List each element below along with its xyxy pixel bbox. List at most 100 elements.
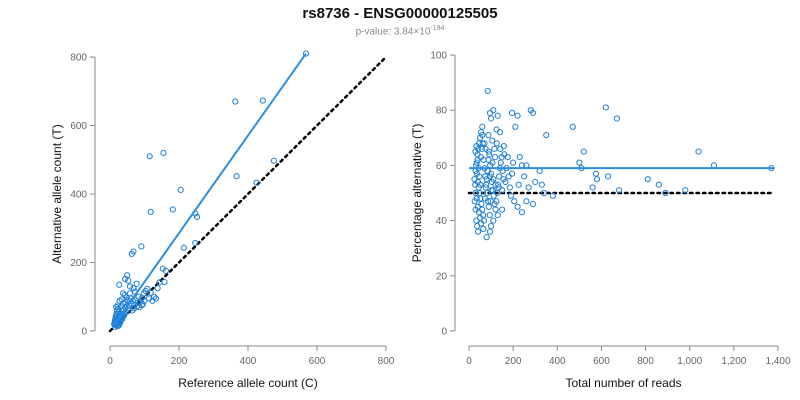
data-point xyxy=(473,159,480,166)
data-point xyxy=(472,148,479,155)
data-point xyxy=(473,217,480,224)
y-tick-label: 80 xyxy=(436,106,448,117)
y-tick-label: 60 xyxy=(436,161,448,172)
p-value-text: p-value: 3.84×10 xyxy=(355,26,431,38)
data-point xyxy=(154,285,161,292)
data-point xyxy=(506,184,513,191)
data-point xyxy=(233,173,240,180)
data-point xyxy=(474,223,481,230)
data-point xyxy=(253,179,260,186)
data-point xyxy=(259,97,266,104)
data-point xyxy=(486,211,493,219)
data-point xyxy=(161,278,168,286)
x-tick-label: 1,200 xyxy=(721,356,746,367)
data-point xyxy=(490,192,497,199)
data-point xyxy=(485,148,492,155)
data-point xyxy=(500,176,507,183)
data-point xyxy=(138,243,145,250)
data-point xyxy=(480,156,487,163)
data-point xyxy=(478,200,485,208)
data-point xyxy=(472,189,479,197)
data-point xyxy=(159,265,166,272)
data-point xyxy=(169,206,176,213)
data-point xyxy=(543,131,550,139)
x-tick-label: 800 xyxy=(637,356,654,367)
data-point xyxy=(486,228,494,235)
data-point xyxy=(483,181,490,188)
data-point xyxy=(125,277,132,284)
data-point xyxy=(615,187,623,194)
data-point xyxy=(514,203,521,210)
data-point xyxy=(162,267,169,274)
data-point xyxy=(499,206,506,213)
data-point xyxy=(128,250,135,258)
data-point xyxy=(232,98,239,105)
data-point xyxy=(523,198,530,205)
data-point xyxy=(569,123,576,130)
data-point xyxy=(505,173,512,180)
data-point xyxy=(514,112,521,119)
data-point xyxy=(180,244,187,251)
x-tick-label: 400 xyxy=(240,356,257,367)
data-point xyxy=(529,109,537,117)
data-point xyxy=(589,184,596,191)
y-tick-label: 800 xyxy=(70,53,87,64)
data-point xyxy=(511,198,518,205)
x-tick-label: 1,000 xyxy=(677,356,702,367)
data-point xyxy=(177,186,184,193)
data-point xyxy=(149,297,156,304)
data-point xyxy=(487,170,495,177)
data-point xyxy=(504,154,511,161)
data-point xyxy=(495,181,502,188)
data-point xyxy=(487,198,494,205)
data-point xyxy=(147,289,154,296)
data-point xyxy=(498,154,505,161)
y-tick-label: 0 xyxy=(81,327,87,338)
data-point xyxy=(592,170,600,177)
data-point xyxy=(113,310,120,317)
y-tick-label: 100 xyxy=(430,51,447,62)
data-point xyxy=(521,173,528,180)
data-point xyxy=(192,239,199,247)
data-point xyxy=(133,280,140,287)
data-point xyxy=(485,131,492,139)
data-point xyxy=(655,181,662,188)
data-point xyxy=(480,225,487,232)
chart-subtitle: p-value: 3.84×10-194 xyxy=(0,25,800,37)
data-point xyxy=(486,151,493,158)
data-point xyxy=(120,290,127,297)
data-point xyxy=(486,109,494,117)
data-point xyxy=(122,275,129,283)
data-point xyxy=(604,173,612,180)
data-point xyxy=(644,176,651,183)
data-point xyxy=(473,142,480,150)
data-point xyxy=(494,112,501,119)
data-point xyxy=(493,126,500,133)
data-point xyxy=(487,115,495,122)
y-tick-label: 200 xyxy=(70,258,87,269)
y-tick-label: 0 xyxy=(441,327,447,338)
data-point xyxy=(507,192,515,199)
scatter-panel-allele-counts: 0 200 400 600 800 0 200 400 600 800 Reference alle… xyxy=(50,50,395,390)
data-point xyxy=(112,314,119,321)
data-point xyxy=(479,123,486,130)
data-point xyxy=(538,181,545,188)
x-tick-label: 0 xyxy=(466,356,472,367)
p-value-exponent: -194 xyxy=(430,25,445,32)
y-tick-label: 600 xyxy=(70,121,87,132)
y-axis-title: Alternative allele count (T) xyxy=(50,124,64,263)
data-point xyxy=(474,228,482,235)
data-point xyxy=(492,206,499,213)
data-point xyxy=(480,217,488,224)
data-point xyxy=(540,189,548,197)
data-point xyxy=(497,145,504,152)
data-point xyxy=(489,137,496,144)
x-tick-label: 200 xyxy=(505,356,522,367)
y-tick-label: 40 xyxy=(436,216,448,227)
data-point xyxy=(496,129,503,136)
data-point xyxy=(508,109,516,117)
x-tick-label: 0 xyxy=(107,356,113,367)
data-point xyxy=(482,173,489,180)
data-point xyxy=(130,285,137,292)
